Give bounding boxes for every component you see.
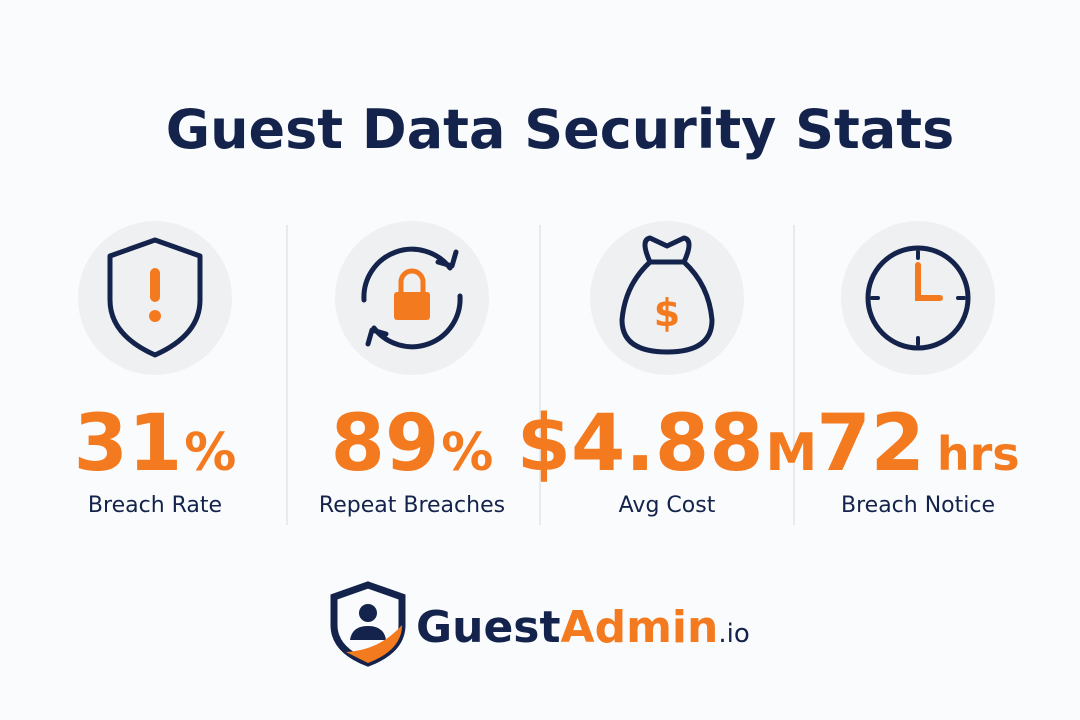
- logo-part1: Guest: [416, 602, 561, 653]
- stat-unit: %: [184, 423, 236, 483]
- shield-icon: [107, 237, 203, 358]
- stat-number: 72: [816, 399, 925, 489]
- money-bag-icon: $: [619, 235, 715, 355]
- logo-part2: Admin: [561, 602, 719, 653]
- stat-label: Repeat Breaches: [319, 493, 505, 518]
- logo-text: GuestAdmin.io: [416, 602, 750, 653]
- stat-label: Breach Rate: [88, 493, 222, 518]
- stat-unit: M: [765, 423, 817, 483]
- stat-unit: %: [441, 423, 493, 483]
- stat-value: $4.88M: [517, 399, 817, 489]
- stat-number: $4.88: [517, 399, 764, 489]
- clock-icon: [865, 245, 971, 351]
- stat-label: Breach Notice: [841, 493, 995, 518]
- logo-mark: [330, 581, 406, 667]
- svg-text:$: $: [654, 291, 680, 335]
- stat-value: 31%: [74, 399, 237, 489]
- icon-circles: [78, 221, 995, 375]
- title: Guest Data Security Stats: [166, 98, 954, 161]
- lock-cycle-icon: [361, 246, 463, 350]
- stat-value: 72 hrs: [816, 399, 1019, 489]
- stat-unit: hrs: [937, 427, 1020, 481]
- stat-number: 31: [74, 399, 183, 489]
- stat-label: Avg Cost: [619, 493, 716, 518]
- stat-value: 89%: [331, 399, 494, 489]
- dividers: [286, 225, 795, 525]
- logo-suffix: .io: [718, 619, 749, 649]
- stat-number: 89: [331, 399, 440, 489]
